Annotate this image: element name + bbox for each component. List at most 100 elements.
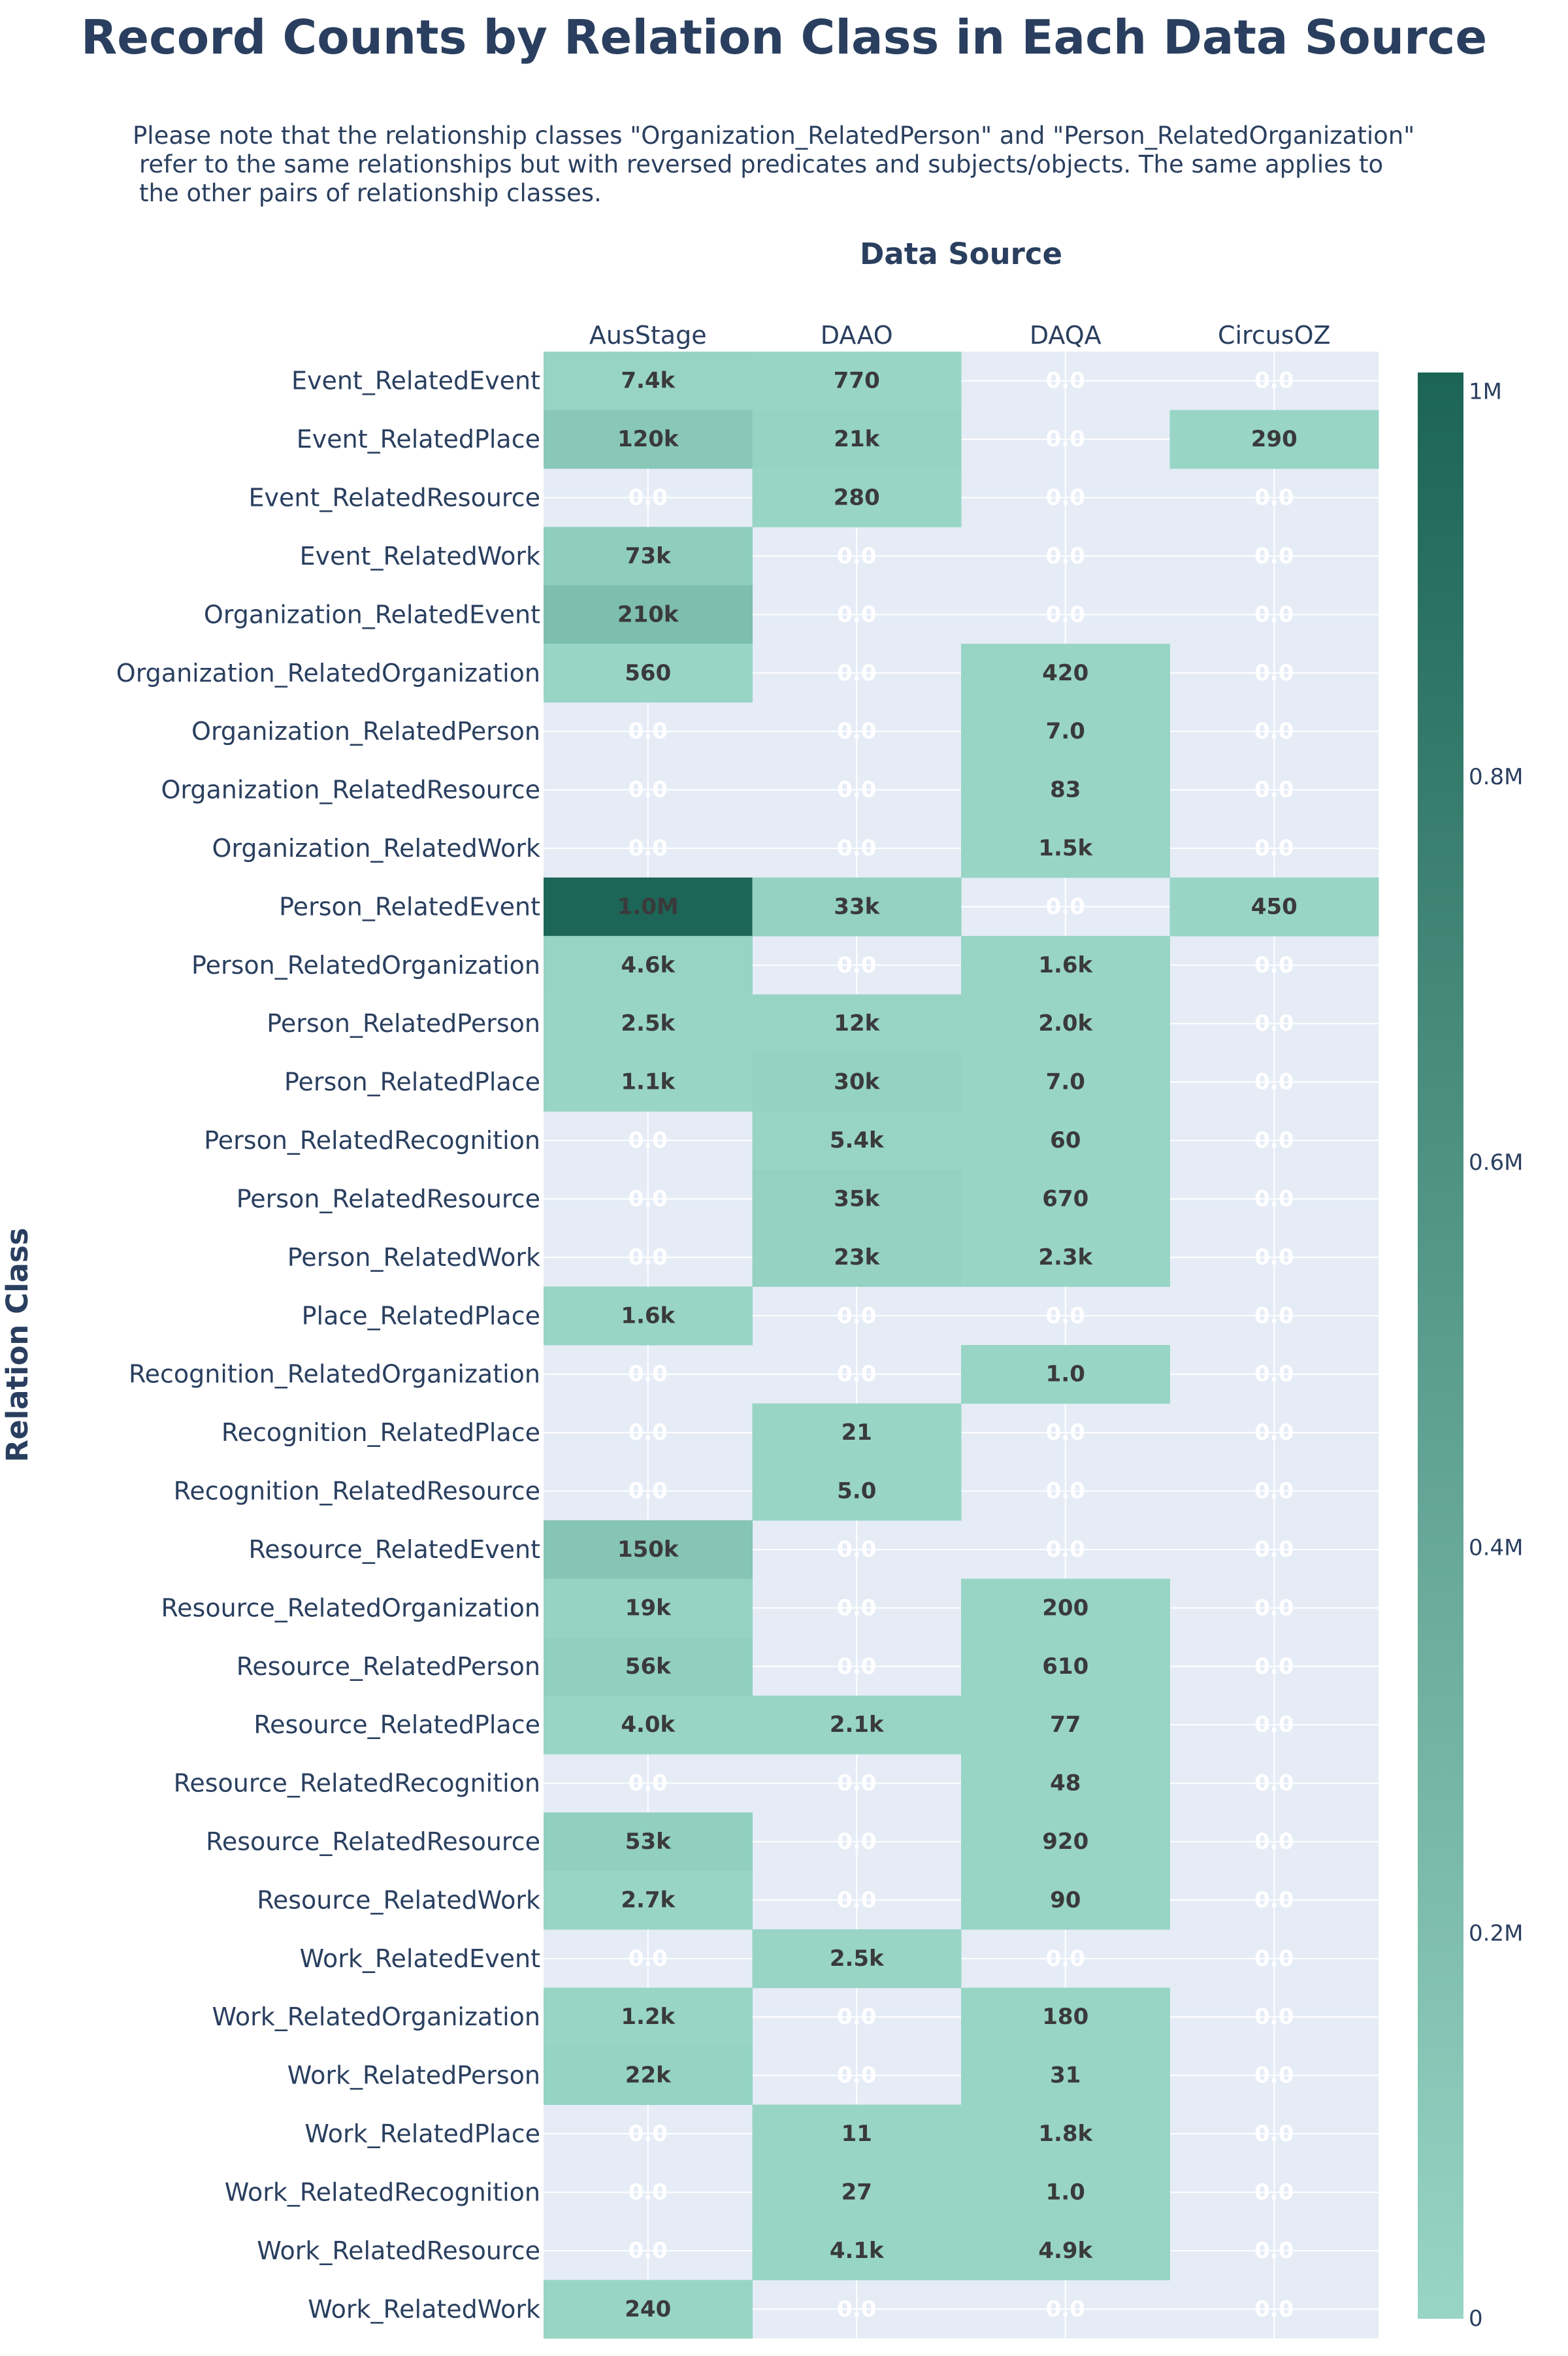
- cell-label: 1.6k: [1038, 952, 1093, 978]
- cell-label: 670: [1042, 1186, 1088, 1212]
- heatmap-cell: [961, 1111, 1170, 1170]
- cell-label: 0.0: [629, 1946, 668, 1972]
- heatmap-cell: [752, 410, 962, 469]
- heatmap-cell: [961, 1695, 1170, 1755]
- heatmap-cell: [961, 1345, 1170, 1404]
- cell-label: 5.0: [837, 1478, 876, 1504]
- y-tick-label: Work_RelatedOrganization: [212, 2002, 540, 2031]
- cell-label: 0.0: [1254, 2004, 1294, 2030]
- cell-label: 0.0: [837, 2063, 876, 2089]
- cell-label: 0.0: [1046, 2296, 1085, 2322]
- x-tick-label: CircusOZ: [1218, 321, 1331, 350]
- cell-label: 0.0: [629, 1419, 668, 1446]
- y-tick-label: Person_RelatedPlace: [284, 1068, 540, 1097]
- y-tick-label: Resource_RelatedWork: [257, 1885, 540, 1914]
- y-tick-label: Organization_RelatedOrganization: [116, 659, 540, 688]
- y-tick-label: Event_RelatedPlace: [297, 425, 540, 454]
- colorbar-tick-label: 0.8M: [1469, 764, 1523, 790]
- cell-label: 21k: [834, 426, 880, 452]
- cell-label: 0.0: [1046, 893, 1085, 920]
- y-tick-label: Event_RelatedEvent: [291, 367, 540, 395]
- heatmap-cell: [752, 468, 962, 527]
- heatmap-cell: [544, 1637, 753, 1696]
- colorbar: [1418, 373, 1463, 2319]
- cell-label: 7.4k: [621, 368, 676, 394]
- cell-label: 0.0: [1254, 1069, 1294, 1095]
- cell-label: 0.0: [629, 2238, 668, 2264]
- heatmap-cell: [961, 994, 1170, 1054]
- heatmap-cell: [544, 1695, 753, 1755]
- heatmap-cell: [544, 1520, 753, 1580]
- y-tick-label: Work_RelatedEvent: [300, 1944, 540, 1973]
- cell-label: 0.0: [1254, 1712, 1294, 1738]
- cell-label: 0.0: [1254, 2179, 1294, 2205]
- cell-label: 0.0: [1046, 1536, 1085, 1563]
- y-tick-label: Work_RelatedWork: [308, 2295, 540, 2323]
- cell-label: 200: [1042, 1595, 1088, 1621]
- cell-label: 0.0: [1254, 1419, 1294, 1446]
- cell-label: 4.0k: [621, 1712, 676, 1738]
- heatmap-cell: [544, 2280, 753, 2339]
- y-tick-label: Work_RelatedResource: [257, 2236, 540, 2265]
- cell-label: 0.0: [1046, 1478, 1085, 1504]
- cell-label: 21: [841, 1419, 872, 1446]
- cell-label: 0.0: [837, 718, 876, 744]
- heatmap-cell: [544, 877, 753, 937]
- cell-label: 1.6k: [621, 1302, 676, 1329]
- colorbar-tick-label: 0.6M: [1469, 1150, 1523, 1176]
- heatmap-cell: [544, 352, 753, 410]
- cell-label: 7.0: [1046, 1069, 1085, 1095]
- cell-label: 0.0: [837, 1595, 876, 1621]
- cell-label: 0.0: [1254, 1595, 1294, 1621]
- cell-label: 0.0: [1254, 777, 1294, 803]
- y-tick-label: Work_RelatedPlace: [304, 2119, 540, 2148]
- cell-label: 150k: [617, 1536, 679, 1563]
- cell-label: 31: [1050, 2063, 1081, 2089]
- cell-label: 33k: [834, 893, 880, 920]
- y-tick-label: Person_RelatedWork: [287, 1243, 540, 1272]
- cell-label: 560: [625, 660, 671, 686]
- cell-label: 11: [841, 2121, 872, 2147]
- heatmap-cell: [544, 936, 753, 995]
- cell-label: 5.4k: [830, 1127, 885, 1153]
- y-tick-label: Organization_RelatedWork: [212, 834, 540, 863]
- cell-label: 0.0: [1254, 1302, 1294, 1329]
- heatmap-cell: [961, 702, 1170, 761]
- x-tick-label: DAAO: [821, 321, 893, 350]
- cell-label: 0.0: [1254, 1829, 1294, 1855]
- heatmap-cell: [752, 1111, 962, 1170]
- heatmap-cell: [544, 644, 753, 703]
- cell-label: 0.0: [1254, 2296, 1294, 2322]
- heatmap-cell: [961, 1578, 1170, 1638]
- chart-title: Record Counts by Relation Class in Each …: [81, 10, 1487, 65]
- cell-label: 0.0: [1046, 1946, 1085, 1972]
- heatmap-cell: [752, 2221, 962, 2281]
- cell-label: 0.0: [629, 1244, 668, 1270]
- heatmap-cell: [961, 1753, 1170, 1813]
- heatmap-cell: [752, 1169, 962, 1229]
- cell-label: 0.0: [837, 952, 876, 978]
- cell-label: 19k: [625, 1595, 672, 1621]
- heatmap-cell: [961, 1169, 1170, 1229]
- heatmap-cell: [544, 585, 753, 644]
- y-tick-label: Person_RelatedRecognition: [204, 1126, 540, 1155]
- cell-label: 0.0: [837, 543, 876, 569]
- cell-label: 180: [1042, 2004, 1088, 2030]
- cell-label: 1.0M: [617, 893, 679, 920]
- cell-label: 4.9k: [1038, 2238, 1093, 2264]
- cell-label: 0.0: [1046, 543, 1085, 569]
- cell-label: 0.0: [1254, 1770, 1294, 1797]
- cell-label: 0.0: [629, 1361, 668, 1387]
- cell-label: 1.0: [1046, 2179, 1085, 2205]
- heatmap-cell: [752, 352, 962, 410]
- heatmap-cell: [544, 1578, 753, 1638]
- heatmap-cell: [961, 2163, 1170, 2222]
- cell-label: 4.1k: [830, 2238, 885, 2264]
- cell-label: 30k: [834, 1069, 880, 1095]
- heatmap-cell: [544, 2046, 753, 2105]
- heatmap-cell: [961, 2046, 1170, 2105]
- heatmap-cell: [961, 644, 1170, 703]
- heatmap-cell: [961, 1637, 1170, 1696]
- cell-label: 1.1k: [621, 1069, 676, 1095]
- x-axis-title: Data Source: [860, 237, 1062, 271]
